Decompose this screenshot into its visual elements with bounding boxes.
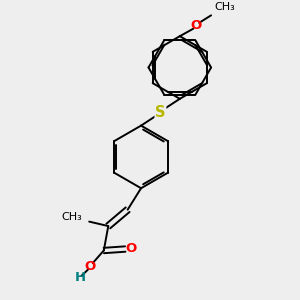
Text: O: O (85, 260, 96, 272)
Text: CH₃: CH₃ (61, 212, 82, 221)
Text: CH₃: CH₃ (214, 2, 235, 12)
Text: O: O (190, 19, 202, 32)
Text: O: O (125, 242, 136, 255)
Text: S: S (155, 105, 166, 120)
Text: H: H (74, 271, 86, 284)
